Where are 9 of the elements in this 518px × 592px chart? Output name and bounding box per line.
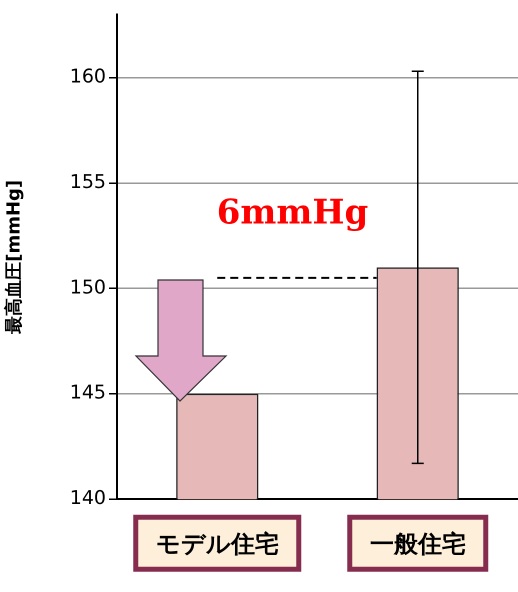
x-tick-label: モデル住宅: [156, 530, 279, 558]
y-tick-label: 160: [70, 66, 106, 88]
y-axis-title: 最高血圧[mmHg]: [3, 180, 24, 335]
y-tick-label: 145: [70, 382, 106, 404]
y-tick-label: 155: [70, 170, 106, 193]
x-tick-label: 一般住宅: [370, 530, 466, 558]
y-tick-label: 140: [70, 487, 106, 510]
annotation: 6mmHg: [216, 192, 368, 232]
y-tick-label: 150: [70, 276, 106, 298]
